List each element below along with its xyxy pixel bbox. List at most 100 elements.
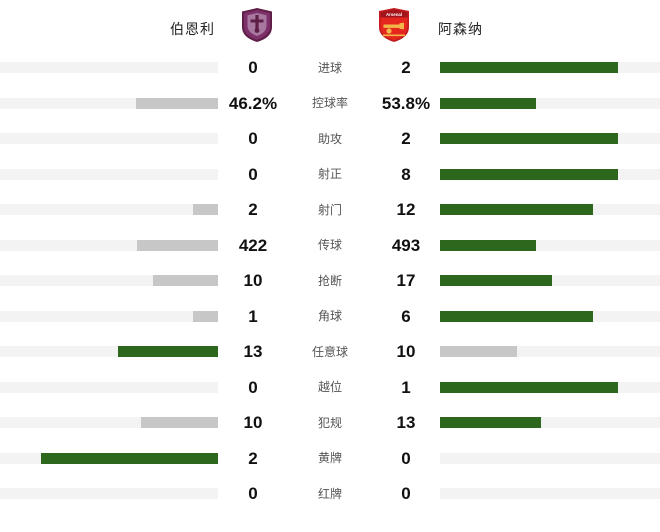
away-value: 0 xyxy=(401,448,411,468)
home-value: 1 xyxy=(248,306,258,326)
stat-label: 进球 xyxy=(317,60,342,75)
away-bar-fill xyxy=(440,239,536,251)
away-bar-fill xyxy=(440,168,619,180)
stat-row: 1 角球 6 xyxy=(0,299,660,335)
stat-row: 0 射正 8 xyxy=(0,157,660,193)
home-value: 10 xyxy=(243,271,263,291)
away-bar-track xyxy=(440,239,660,251)
home-team-name: 伯恩利 xyxy=(170,21,215,37)
away-bar-fill xyxy=(440,62,619,74)
burnley-crest-icon xyxy=(242,8,272,42)
away-bar-fill xyxy=(440,275,553,287)
away-bar-fill xyxy=(440,346,518,358)
away-bar-fill xyxy=(440,204,593,216)
away-value: 10 xyxy=(396,342,416,362)
stat-row: 2 射门 12 xyxy=(0,192,660,228)
away-bar-track xyxy=(440,275,660,287)
stat-row: 10 犯规 13 xyxy=(0,405,660,441)
away-bar-track xyxy=(440,62,660,74)
arsenal-crest-icon: Arsenal xyxy=(379,8,409,42)
home-bar-fill xyxy=(136,97,218,109)
away-value: 493 xyxy=(391,235,421,255)
home-bar-track xyxy=(0,62,218,74)
stat-label: 助攻 xyxy=(317,131,342,146)
home-value: 10 xyxy=(243,413,263,433)
home-value: 0 xyxy=(248,377,258,397)
stat-row: 10 抢断 17 xyxy=(0,263,660,299)
home-bar-track xyxy=(0,275,218,287)
home-bar-track xyxy=(0,346,218,358)
home-bar-track xyxy=(0,452,218,464)
stats-rows: 0 进球 2 46.2% 控球率 53.8% 0 助攻 2 0 射正 xyxy=(0,50,660,512)
home-bar-track xyxy=(0,204,218,216)
stat-row: 46.2% 控球率 53.8% xyxy=(0,86,660,122)
home-bar-fill xyxy=(136,239,218,251)
away-value: 8 xyxy=(401,164,411,184)
home-value: 0 xyxy=(248,58,258,78)
home-bar-track xyxy=(0,239,218,251)
stat-row: 13 任意球 10 xyxy=(0,334,660,370)
stat-row: 0 越位 1 xyxy=(0,370,660,406)
away-bar-track xyxy=(440,417,660,429)
stat-label: 传球 xyxy=(317,238,342,253)
home-value: 422 xyxy=(238,235,268,255)
stat-label: 角球 xyxy=(317,309,342,324)
svg-text:Arsenal: Arsenal xyxy=(386,12,402,17)
away-value: 13 xyxy=(396,413,416,433)
stat-row: 0 助攻 2 xyxy=(0,121,660,157)
away-bar-track xyxy=(440,310,660,322)
away-bar-track xyxy=(440,381,660,393)
home-value: 0 xyxy=(248,129,258,149)
away-value: 6 xyxy=(401,306,411,326)
home-bar-fill xyxy=(192,310,218,322)
stat-label: 射门 xyxy=(317,202,342,217)
home-value: 13 xyxy=(243,342,263,362)
stat-label: 越位 xyxy=(317,380,342,395)
away-bar-fill xyxy=(440,97,536,109)
stat-row: 2 黄牌 0 xyxy=(0,441,660,477)
home-value: 0 xyxy=(248,484,258,504)
home-bar-track xyxy=(0,133,218,145)
away-team-name: 阿森纳 xyxy=(438,21,483,37)
stat-label: 任意球 xyxy=(311,344,348,359)
home-bar-track xyxy=(0,488,218,500)
away-bar-track xyxy=(440,168,660,180)
away-value: 12 xyxy=(396,200,416,220)
home-bar-fill xyxy=(118,346,218,358)
stat-label: 射正 xyxy=(317,167,342,182)
home-bar-track xyxy=(0,168,218,180)
away-bar-track xyxy=(440,204,660,216)
away-bar-track xyxy=(440,488,660,500)
stat-row: 0 红牌 0 xyxy=(0,476,660,512)
away-bar-fill xyxy=(440,310,593,322)
away-bar-fill xyxy=(440,381,619,393)
away-value: 17 xyxy=(396,271,416,291)
home-value: 0 xyxy=(248,164,258,184)
stat-label: 控球率 xyxy=(311,96,348,111)
stat-label: 抢断 xyxy=(317,273,342,288)
away-bar-fill xyxy=(440,417,541,429)
stat-row: 422 传球 493 xyxy=(0,228,660,264)
stat-label: 犯规 xyxy=(317,415,342,430)
header: 伯恩利 Arsenal 阿森纳 xyxy=(0,0,660,50)
home-bar-fill xyxy=(141,417,218,429)
away-value: 0 xyxy=(401,484,411,504)
home-bar-fill xyxy=(152,275,218,287)
stat-label: 红牌 xyxy=(317,486,342,501)
home-bar-fill xyxy=(192,204,218,216)
away-value: 2 xyxy=(401,129,411,149)
home-bar-track xyxy=(0,97,218,109)
away-bar-fill xyxy=(440,133,619,145)
home-bar-track xyxy=(0,381,218,393)
away-value: 1 xyxy=(401,377,411,397)
home-bar-track xyxy=(0,417,218,429)
stat-row: 0 进球 2 xyxy=(0,50,660,86)
home-value: 2 xyxy=(248,200,258,220)
away-value: 53.8% xyxy=(381,93,431,113)
home-bar-fill xyxy=(41,452,218,464)
away-bar-track xyxy=(440,452,660,464)
away-bar-track xyxy=(440,133,660,145)
stat-label: 黄牌 xyxy=(317,451,342,466)
home-value: 46.2% xyxy=(228,93,278,113)
